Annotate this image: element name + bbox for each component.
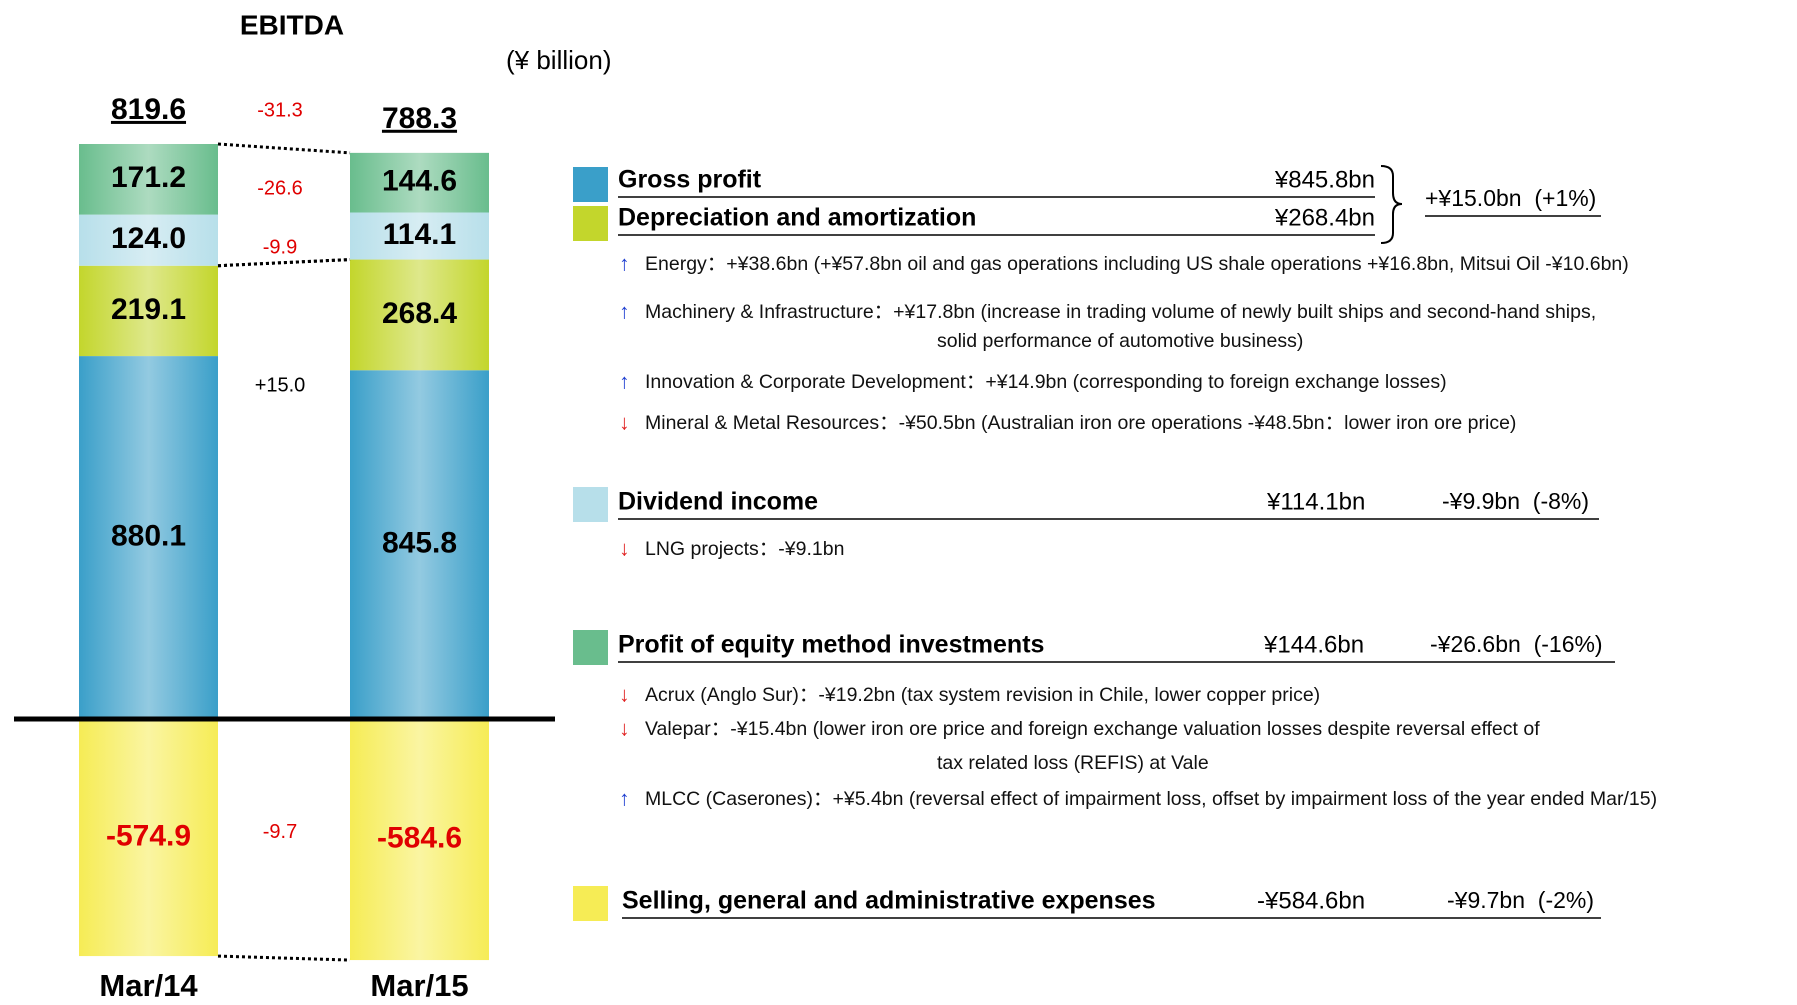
legend-swatch <box>573 487 608 522</box>
bullet-text: tax related loss (REFIS) at Vale <box>937 752 1209 774</box>
segment-label: 219.1 <box>111 293 186 326</box>
section-amount: ¥845.8bn <box>1274 166 1375 193</box>
bullet-text: Mineral & Metal Resources：-¥50.5bn (Aust… <box>645 412 1516 434</box>
section-change: -¥26.6bn (-16%) <box>1430 631 1603 657</box>
difference-label: -9.7 <box>263 821 297 843</box>
segment-label: 144.6 <box>382 165 457 198</box>
legend-swatch <box>573 167 608 202</box>
difference-label: -26.6 <box>257 178 303 200</box>
connector <box>217 258 351 268</box>
bar-segment <box>79 144 218 215</box>
bullet-arrow: ↑ <box>619 301 630 324</box>
bar-segment <box>350 212 489 260</box>
legend-swatch <box>573 630 608 665</box>
bullet-arrow: ↑ <box>619 371 630 394</box>
bar-segment <box>79 356 218 719</box>
bullet-text: LNG projects：-¥9.1bn <box>645 538 844 560</box>
segment-label: 845.8 <box>382 527 457 560</box>
bullet-text: Machinery & Infrastructure：+¥17.8bn (inc… <box>645 301 1596 323</box>
section-change: +¥15.0bn (+1%) <box>1425 185 1596 211</box>
bracket <box>1380 165 1403 244</box>
bullet-arrow: ↓ <box>619 412 630 435</box>
segment-label: -584.6 <box>377 821 462 854</box>
segment-label: 171.2 <box>111 161 186 194</box>
connector <box>217 954 351 962</box>
bullet-text: Valepar：-¥15.4bn (lower iron ore price a… <box>645 718 1540 740</box>
bar-segment <box>350 719 489 961</box>
section-amount: ¥114.1bn <box>1266 488 1365 515</box>
bullet-text: solid performance of automotive business… <box>937 330 1303 352</box>
section-amount: -¥584.6bn <box>1257 887 1365 914</box>
connector <box>217 142 351 155</box>
bullet-arrow: ↓ <box>619 538 630 561</box>
section-heading: Dividend income <box>618 488 818 516</box>
bar-segment <box>79 719 218 957</box>
section-amount: ¥144.6bn <box>1263 631 1364 658</box>
category-label: Mar/14 <box>99 968 198 1003</box>
bar-segment <box>350 259 489 371</box>
section-heading: Profit of equity method investments <box>618 631 1044 659</box>
category-label: Mar/15 <box>370 968 468 1003</box>
section-change: -¥9.9bn (-8%) <box>1442 488 1589 514</box>
segment-label: 114.1 <box>383 218 456 251</box>
segment-label: 268.4 <box>382 297 457 330</box>
bar-segment <box>350 152 489 213</box>
legend-swatch <box>573 886 608 921</box>
legend-swatch <box>573 206 608 241</box>
bullet-text: MLCC (Caserones)：+¥5.4bn (reversal effec… <box>645 788 1657 810</box>
section-heading: Selling, general and administrative expe… <box>622 887 1156 915</box>
bullet-text: Innovation & Corporate Development：+¥14.… <box>645 371 1447 393</box>
bar-segment <box>79 265 218 357</box>
difference-label: -9.9 <box>263 236 297 258</box>
section-change: -¥9.7bn (-2%) <box>1447 887 1594 913</box>
bullet-text: Energy：+¥38.6bn (+¥57.8bn oil and gas op… <box>645 253 1629 275</box>
section-heading: Gross profit <box>618 166 762 194</box>
chart-title: EBITDA <box>240 9 344 40</box>
bar-segment <box>79 214 218 266</box>
bullet-arrow: ↑ <box>619 788 630 811</box>
bullet-arrow: ↓ <box>619 718 630 741</box>
difference-label: -31.3 <box>257 99 303 121</box>
segment-label: -574.9 <box>106 819 191 852</box>
total-label: 819.6 <box>111 93 186 126</box>
bar-segment <box>350 370 489 719</box>
total-label: 788.3 <box>382 102 457 135</box>
unit-label: (¥ billion) <box>506 45 612 75</box>
section-amount: ¥268.4bn <box>1274 204 1375 231</box>
segment-label: 880.1 <box>111 519 186 552</box>
bullet-arrow: ↓ <box>619 684 630 707</box>
segment-label: 124.0 <box>111 222 186 255</box>
section-heading: Depreciation and amortization <box>618 204 976 232</box>
bullet-arrow: ↑ <box>619 253 630 276</box>
bullet-text: Acrux (Anglo Sur)：-¥19.2bn (tax system r… <box>645 684 1320 706</box>
difference-label: +15.0 <box>255 374 306 396</box>
